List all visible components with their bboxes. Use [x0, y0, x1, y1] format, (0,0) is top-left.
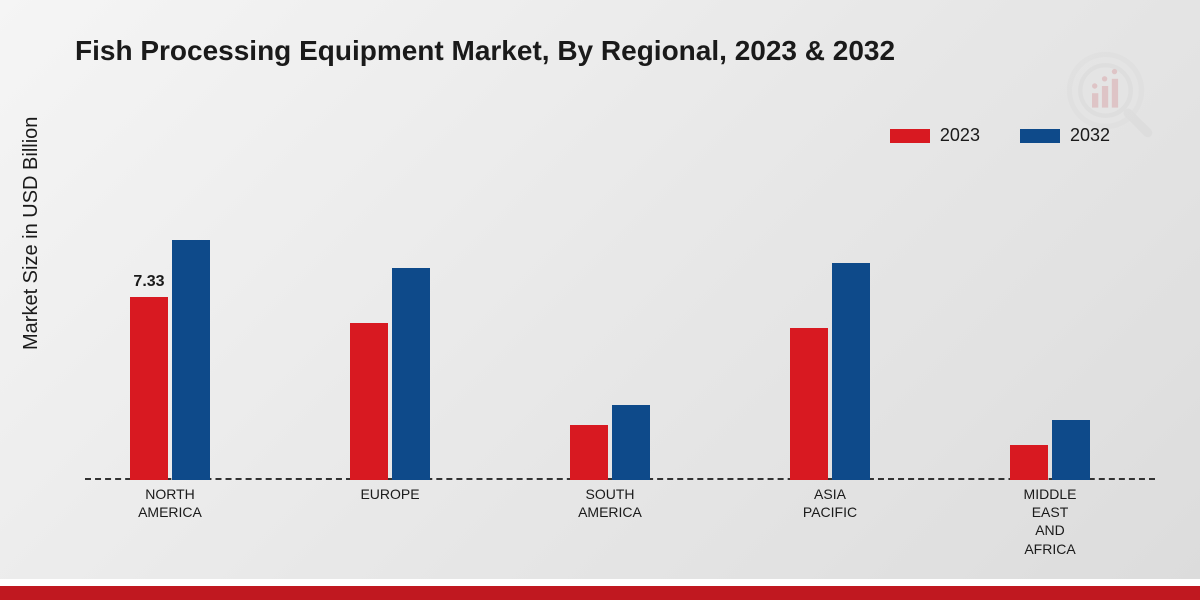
- x-tick-label: MIDDLE EAST AND AFRICA: [990, 485, 1110, 558]
- bar-2023: [790, 328, 828, 481]
- bar-group: 7.33: [130, 240, 210, 480]
- y-axis-label: Market Size in USD Billion: [20, 117, 43, 350]
- legend-label-2023: 2023: [940, 125, 980, 146]
- bar-2032: [612, 405, 650, 480]
- legend-swatch-2032: [1020, 129, 1060, 143]
- chart-container: Fish Processing Equipment Market, By Reg…: [0, 0, 1200, 600]
- bar-2032: [172, 240, 210, 480]
- bar-group: [350, 268, 430, 481]
- x-tick-label: NORTH AMERICA: [110, 485, 230, 521]
- bar-group: [570, 405, 650, 480]
- x-axis-labels: NORTH AMERICA EUROPE SOUTH AMERICA ASIA PAC…: [85, 485, 1155, 565]
- bar-2032: [392, 268, 430, 481]
- x-tick-label: ASIA PACIFIC: [770, 485, 890, 521]
- x-tick-label: EUROPE: [330, 485, 450, 503]
- bar-2032: [832, 263, 870, 481]
- footer-bar: [0, 586, 1200, 600]
- bar-2023: 7.33: [130, 297, 168, 480]
- bar-2023: [1010, 445, 1048, 480]
- legend-label-2032: 2032: [1070, 125, 1110, 146]
- x-tick-label: SOUTH AMERICA: [550, 485, 670, 521]
- chart-plot-area: 7.33: [85, 180, 1155, 480]
- bar-2023: [350, 323, 388, 481]
- bar-value-label: 7.33: [133, 273, 164, 291]
- bar-2032: [1052, 420, 1090, 480]
- legend-swatch-2023: [890, 129, 930, 143]
- bar-2023: [570, 425, 608, 480]
- legend: 2023 2032: [890, 125, 1110, 146]
- legend-item-2023: 2023: [890, 125, 980, 146]
- footer-divider: [0, 579, 1200, 586]
- chart-title: Fish Processing Equipment Market, By Reg…: [75, 35, 895, 67]
- legend-item-2032: 2032: [1020, 125, 1110, 146]
- bar-group: [1010, 420, 1090, 480]
- bar-group: [790, 263, 870, 481]
